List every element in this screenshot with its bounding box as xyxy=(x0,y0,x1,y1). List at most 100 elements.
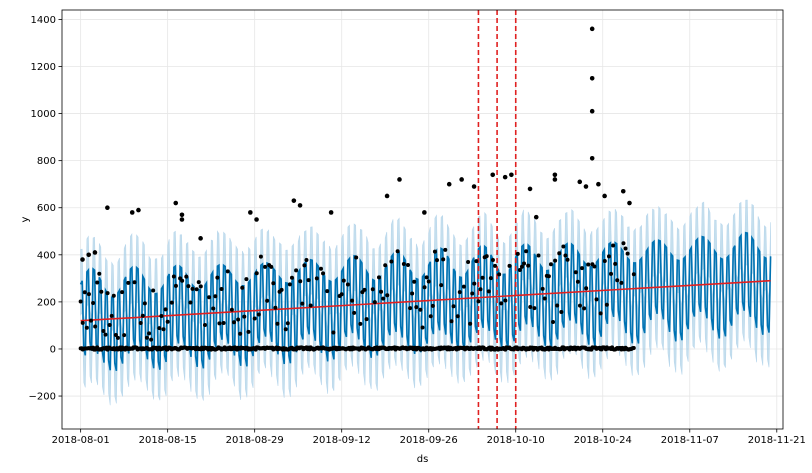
observation-point xyxy=(171,274,176,279)
observation-point xyxy=(190,286,195,291)
observation-point xyxy=(372,300,377,305)
observation-point xyxy=(144,335,149,340)
observation-point xyxy=(432,249,437,254)
observation-point xyxy=(252,316,257,321)
observation-point xyxy=(577,303,582,308)
observation-point xyxy=(412,279,417,284)
observation-point xyxy=(522,261,527,266)
y-tick-label: 600 xyxy=(37,203,56,214)
observation-point xyxy=(215,275,220,280)
observation-point xyxy=(589,108,595,114)
observation-point xyxy=(314,276,319,281)
observation-point xyxy=(198,236,203,241)
observation-point xyxy=(236,317,241,322)
observation-point xyxy=(99,289,104,294)
observation-point xyxy=(308,303,313,308)
observation-point xyxy=(509,172,514,178)
observation-point xyxy=(589,26,595,32)
observation-point xyxy=(109,313,114,318)
observation-point xyxy=(594,297,599,302)
observation-point xyxy=(468,321,473,326)
observation-point xyxy=(173,200,179,206)
observation-point xyxy=(352,310,357,315)
observation-point xyxy=(229,307,234,312)
observation-point xyxy=(389,259,394,264)
observation-point xyxy=(455,314,460,319)
observation-point xyxy=(194,287,199,292)
observation-point xyxy=(476,299,481,304)
trend-line-path xyxy=(80,279,771,322)
observation-point xyxy=(552,177,558,182)
observation-point xyxy=(107,323,112,328)
observation-point xyxy=(258,254,263,259)
observation-point xyxy=(493,263,498,268)
observation-point xyxy=(470,291,475,296)
observation-point xyxy=(582,306,587,311)
observation-point xyxy=(263,264,268,269)
observation-point xyxy=(275,321,280,326)
observation-point xyxy=(179,212,185,218)
observation-point xyxy=(111,293,116,298)
observation-point xyxy=(418,307,423,312)
observation-point xyxy=(289,275,294,280)
observation-point xyxy=(142,301,147,306)
x-axis-ticks: 2018-08-01 2018-08-15 2018-08-29 2018-09-12… xyxy=(52,429,806,446)
observation-point xyxy=(86,252,92,258)
observation-point xyxy=(490,258,495,263)
observation-point xyxy=(364,317,369,322)
observation-point xyxy=(536,253,541,258)
observation-point xyxy=(105,205,110,211)
observation-point xyxy=(563,253,568,258)
observation-point xyxy=(231,320,236,325)
observation-point xyxy=(169,300,174,305)
observation-point xyxy=(526,263,531,268)
observation-point xyxy=(285,321,290,326)
observation-point xyxy=(283,327,288,332)
observation-point xyxy=(502,174,508,180)
observation-point xyxy=(95,280,100,285)
x-tick-label: 2018-09-26 xyxy=(400,435,458,446)
observation-point xyxy=(621,241,626,246)
observation-point xyxy=(451,304,456,309)
observation-point xyxy=(306,278,311,283)
observation-point xyxy=(542,296,547,301)
observation-point xyxy=(609,271,614,276)
observation-point xyxy=(383,263,388,268)
observation-point xyxy=(246,329,251,334)
observation-point xyxy=(533,214,539,220)
observation-point xyxy=(446,181,452,187)
observation-point xyxy=(376,275,381,280)
observation-point xyxy=(478,287,483,292)
observation-point xyxy=(122,333,127,338)
observation-point xyxy=(507,263,512,268)
x-tick-label: 2018-10-24 xyxy=(574,435,632,446)
observation-point xyxy=(147,331,152,336)
observation-point xyxy=(265,298,270,303)
observation-point xyxy=(86,292,91,297)
x-tick-label: 2018-11-07 xyxy=(661,435,719,446)
x-tick-label: 2018-11-21 xyxy=(748,435,806,446)
y-tick-label: 400 xyxy=(37,250,56,261)
observation-point xyxy=(414,305,419,310)
observation-points xyxy=(78,26,636,352)
observation-point xyxy=(80,320,85,325)
y-tick-label: −200 xyxy=(29,392,56,403)
observation-point xyxy=(611,243,616,248)
observation-point xyxy=(517,267,522,272)
observation-point xyxy=(625,251,630,256)
observation-point xyxy=(113,333,118,338)
y-axis-ticks: −200 0 200 400 600 800 1000 1200 1400 xyxy=(29,15,62,403)
observation-point xyxy=(254,271,259,276)
observation-point xyxy=(472,281,477,286)
observation-point xyxy=(397,177,402,182)
observation-point xyxy=(339,292,344,297)
observation-point xyxy=(202,322,207,327)
observation-point xyxy=(405,263,410,268)
observation-point xyxy=(196,280,201,285)
observation-point xyxy=(580,266,585,271)
observation-point xyxy=(302,263,307,268)
observation-point xyxy=(555,303,560,308)
observation-point xyxy=(248,210,253,215)
observation-point xyxy=(242,314,247,319)
observation-point xyxy=(273,305,278,310)
